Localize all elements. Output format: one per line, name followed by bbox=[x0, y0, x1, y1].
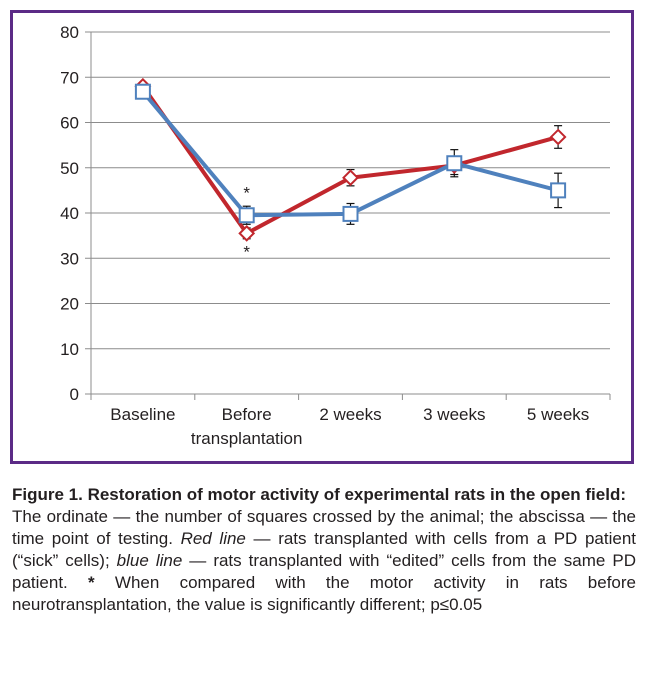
data-point-square bbox=[134, 83, 151, 100]
x-tick-label: 3 weeks bbox=[423, 405, 485, 424]
caption-title: Figure 1. Restoration of motor activity … bbox=[12, 485, 626, 504]
caption-text: — rats transplanted with “edited” cells … bbox=[12, 551, 636, 592]
caption-star: * bbox=[88, 573, 95, 592]
x-tick-label: Before transplantation bbox=[191, 405, 303, 448]
caption-text: When compared with the motor activity in… bbox=[12, 573, 636, 614]
chart-svg: 0 10 20 30 40 50 60 70 80 Baseline Before transplan… bbox=[60, 23, 611, 448]
data-point-square bbox=[446, 155, 463, 172]
caption-text: The ordinate — the number of squares cro… bbox=[12, 507, 636, 548]
caption-text: — rats transplanted with cells from a PD… bbox=[12, 529, 637, 570]
data-point-diamond bbox=[549, 128, 567, 146]
significance-asterisk: * bbox=[243, 184, 250, 203]
chart-frame: 0 10 20 30 40 50 60 70 80 Baseline Before transplan… bbox=[10, 10, 634, 464]
x-tick-label: 5 weeks bbox=[527, 405, 589, 424]
y-tick-label: 0 bbox=[70, 385, 79, 404]
x-tick-label: 2 weeks bbox=[319, 405, 381, 424]
significance-asterisk: * bbox=[243, 242, 250, 261]
caption-body: The ordinate — the number of squares cro… bbox=[12, 506, 636, 616]
data-point-square bbox=[238, 207, 255, 224]
caption-red-line: Red line bbox=[180, 529, 246, 548]
data-point-diamond bbox=[342, 169, 359, 187]
y-tick-label: 20 bbox=[60, 295, 79, 314]
data-point-square bbox=[550, 182, 567, 199]
figure-caption: Figure 1. Restoration of motor activity … bbox=[12, 484, 636, 616]
x-tick-label: Baseline bbox=[110, 405, 175, 424]
data-point-square bbox=[342, 205, 359, 222]
y-tick-label: 80 bbox=[60, 23, 79, 42]
y-tick-label: 30 bbox=[60, 249, 79, 268]
y-tick-label: 70 bbox=[60, 68, 79, 87]
y-tick-label: 40 bbox=[60, 204, 79, 223]
data-point-diamond bbox=[238, 224, 256, 242]
y-tick-label: 60 bbox=[60, 114, 79, 133]
y-tick-label: 10 bbox=[60, 340, 79, 359]
caption-blue-line: blue line bbox=[116, 551, 183, 570]
y-tick-label: 50 bbox=[60, 159, 79, 178]
